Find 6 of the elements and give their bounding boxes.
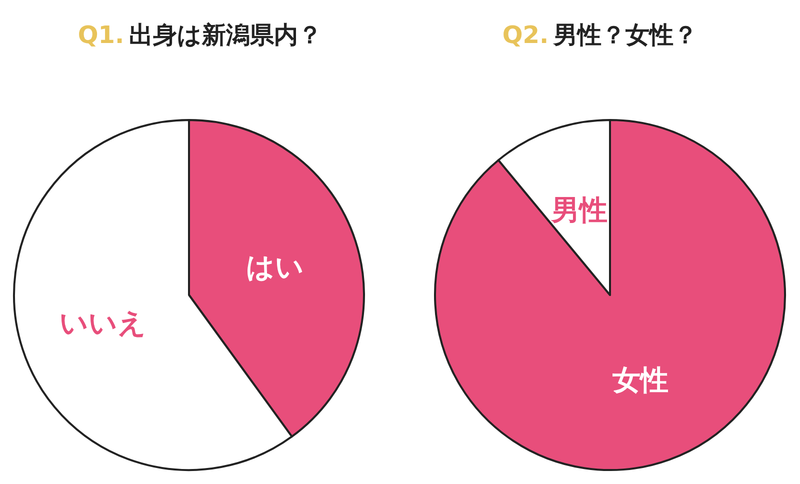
chart-title: Q1. 出身は新潟県内？ <box>78 21 322 49</box>
chart-title: Q2. 男性？女性？ <box>502 21 698 49</box>
slice-label: いいえ <box>59 306 146 340</box>
slice-label: 女性 <box>612 364 669 397</box>
slice-label: はい <box>246 250 304 284</box>
slice-label: 男性 <box>550 193 608 226</box>
